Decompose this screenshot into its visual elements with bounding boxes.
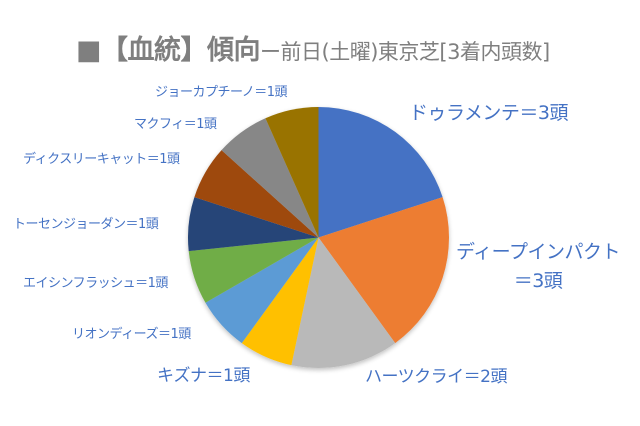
pie-slice-6 <box>188 237 319 303</box>
chart-title-sub: ー前日(土曜)東京芝[3着内頭数] <box>260 40 550 64</box>
data-label-8: ディクスリーキャット＝1頭 <box>23 152 180 167</box>
pie-slice-1 <box>318 107 443 238</box>
data-label-4: キズナ＝1頭 <box>157 368 250 385</box>
data-label-6: エイシンフラッシュ＝1頭 <box>23 277 168 290</box>
data-label-text: トーセンジョーダン＝1頭 <box>13 217 159 232</box>
data-label-9: マクフィ＝1頭 <box>134 118 217 131</box>
pie-slice-10 <box>265 107 319 238</box>
data-label-text: ドゥラメンテ＝3頭 <box>409 102 569 124</box>
pie-slices <box>187 107 450 369</box>
pie-slice-7 <box>187 197 319 252</box>
data-label-1: ドゥラメンテ＝3頭 <box>409 102 569 124</box>
pie-slice-9 <box>221 118 319 238</box>
pie-slice-4 <box>241 237 319 366</box>
pie-slice-5 <box>205 237 319 344</box>
pie-slice-2 <box>318 197 450 344</box>
chart-title-main: ■【血統】傾向 <box>76 35 261 66</box>
data-label-text: ディクスリーキャット＝1頭 <box>23 152 180 167</box>
data-label-7: トーセンジョーダン＝1頭 <box>13 217 159 232</box>
pie-slice-8 <box>194 150 319 238</box>
data-label-3: ハーツクライ＝2頭 <box>365 369 507 386</box>
data-label-text-line2: ＝3頭 <box>513 270 563 292</box>
data-label-2: ディープインパクト ＝3頭 <box>456 241 621 292</box>
data-label-10: ジョーカプチーノ＝1頭 <box>155 85 288 100</box>
data-label-text: ハーツクライ＝2頭 <box>365 367 507 387</box>
pie-slice-3 <box>291 237 396 369</box>
data-label-text: ディープインパクト <box>456 241 621 263</box>
data-label-text: リオンディーズ＝1頭 <box>72 327 191 342</box>
data-label-text: ジョーカプチーノ＝1頭 <box>155 85 288 100</box>
chart-title: ■【血統】傾向 ー前日(土曜)東京芝[3着内頭数] <box>76 28 550 66</box>
data-label-text: キズナ＝1頭 <box>157 366 250 386</box>
data-label-text: マクフィ＝1頭 <box>134 117 217 132</box>
data-label-5: リオンディーズ＝1頭 <box>72 328 191 341</box>
data-label-text: エイシンフラッシュ＝1頭 <box>23 276 168 291</box>
